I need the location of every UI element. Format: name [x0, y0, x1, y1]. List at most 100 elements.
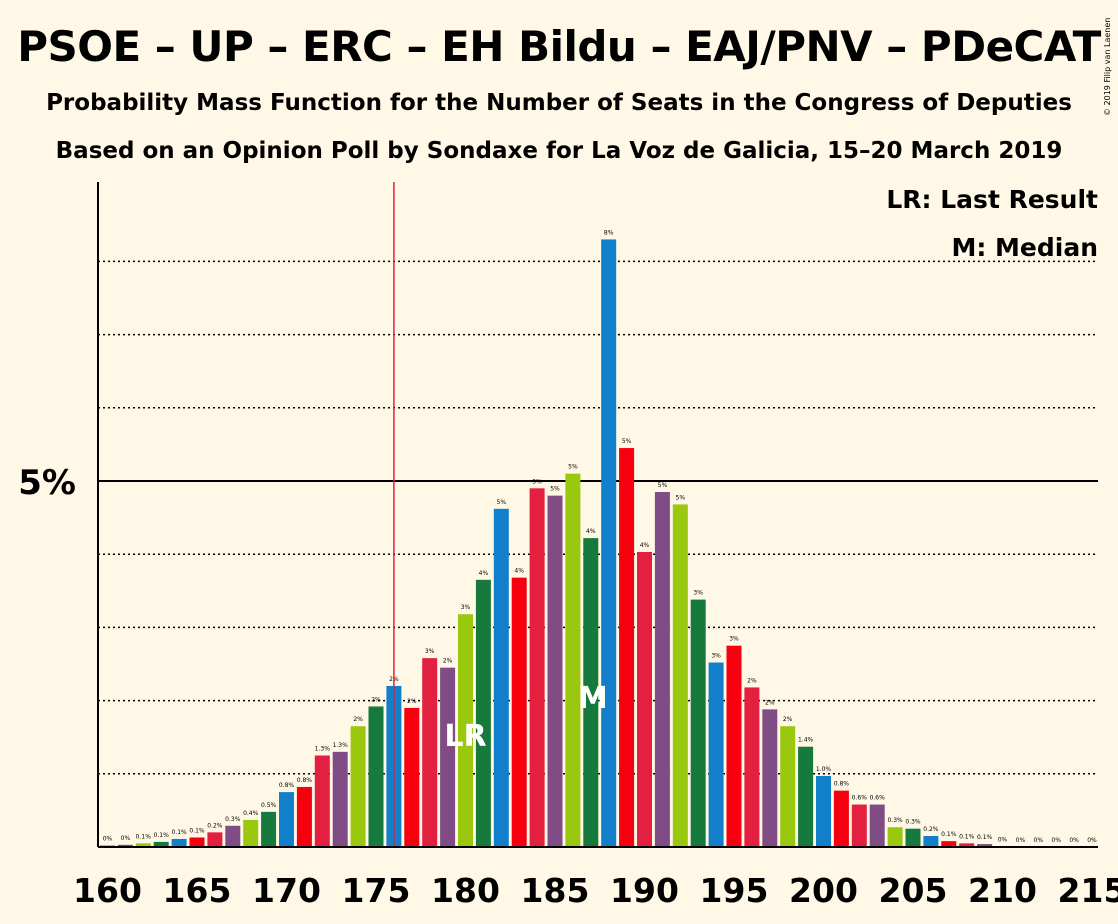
bar-value-label: 0.1%: [977, 834, 993, 841]
bar-seat-172: [314, 755, 330, 847]
bar-seat-180: [458, 614, 473, 847]
legend-median: M: Median: [951, 233, 1098, 262]
x-tick-label: 190: [610, 871, 679, 910]
bar-seat-174: [350, 726, 366, 847]
bar-value-label: 3%: [729, 636, 739, 643]
bar-seat-207: [941, 841, 957, 847]
bar-value-label: 0%: [1051, 837, 1061, 844]
x-tick-label: 205: [879, 871, 948, 910]
bar-value-label: 2%: [371, 696, 381, 703]
bar-seat-190: [637, 552, 652, 847]
bar-seat-194: [708, 662, 724, 847]
bar-value-label: 0%: [1016, 837, 1026, 844]
x-tick-label: 175: [342, 871, 411, 910]
bar-seat-189: [619, 448, 635, 847]
y-tick-label: 5%: [18, 463, 76, 503]
bar-seat-164: [171, 838, 187, 847]
bar-value-label: 0.8%: [279, 782, 295, 789]
bar-seat-191: [654, 491, 670, 847]
bar-seat-184: [529, 488, 545, 847]
bar-value-label: 5%: [622, 438, 632, 445]
bar-value-label: 0.3%: [905, 819, 921, 826]
bar-seat-177: [404, 707, 420, 847]
bar-seat-206: [923, 836, 939, 847]
bar-seat-163: [153, 841, 169, 847]
bar-seat-169: [261, 811, 277, 847]
bar-value-label: 0%: [998, 836, 1008, 843]
bar-value-label: 3%: [461, 604, 471, 611]
bar-seat-179: [440, 667, 456, 847]
bar-value-label: 5%: [550, 486, 560, 493]
bar-seat-188: [601, 239, 617, 847]
bar-value-label: 1.3%: [315, 746, 331, 753]
bar-value-label: 0.2%: [923, 826, 939, 833]
bar-value-label: 0.1%: [189, 827, 205, 834]
bar-value-label: 2%: [747, 677, 757, 684]
legend-last-result: LR: Last Result: [886, 185, 1098, 214]
bar-value-label: 2%: [765, 699, 775, 706]
bar-value-label: 0.3%: [225, 816, 241, 823]
bar-value-label: 8%: [604, 229, 614, 236]
bar-value-label: 0.1%: [941, 831, 957, 838]
x-tick-label: 210: [968, 871, 1037, 910]
chart-title: PSOE – UP – ERC – EH Bildu – EAJ/PNV – P…: [17, 22, 1101, 71]
bar-value-label: 0.3%: [887, 817, 903, 824]
bar-seat-201: [833, 790, 849, 847]
bar-value-label: 2%: [783, 716, 793, 723]
bar-value-label: 5%: [497, 499, 507, 506]
bar-value-label: 2%: [443, 658, 453, 665]
bar-seat-196: [744, 687, 760, 847]
bar-seat-204: [887, 827, 903, 847]
x-tick-label: 215: [1058, 871, 1118, 910]
x-tick-label: 170: [252, 871, 321, 910]
bar-value-label: 0.1%: [136, 833, 152, 840]
bar-seat-168: [243, 819, 259, 847]
bar-seat-198: [780, 726, 796, 847]
median-marker: M: [578, 681, 608, 716]
bar-seat-175: [368, 706, 384, 847]
bar-seat-186: [565, 473, 581, 847]
bar-seat-162: [135, 843, 151, 847]
chart-subtitle: Probability Mass Function for the Number…: [46, 90, 1072, 116]
bar-value-label: 0.6%: [852, 795, 868, 802]
bar-value-label: 5%: [568, 464, 578, 471]
x-tick-label: 185: [521, 871, 590, 910]
bar-seat-200: [816, 775, 831, 847]
bar-value-label: 5%: [676, 494, 686, 501]
bar-value-label: 2%: [353, 716, 363, 723]
last-result-marker: LR: [444, 719, 486, 754]
bar-seat-178: [422, 658, 438, 847]
bar-seat-171: [296, 786, 312, 847]
bar-seat-161: [117, 844, 133, 847]
bar-value-label: 0.4%: [243, 810, 259, 817]
bar-seat-205: [905, 828, 921, 847]
x-tick-label: 180: [431, 871, 500, 910]
bar-value-label: 0.1%: [154, 832, 170, 839]
bar-value-label: 4%: [479, 570, 489, 577]
bar-value-label: 4%: [586, 528, 596, 535]
bar-value-label: 1.0%: [816, 766, 832, 773]
bar-seat-209: [977, 844, 993, 847]
bar-value-label: 0%: [1069, 837, 1079, 844]
bar-value-label: 0.8%: [297, 777, 313, 784]
bar-seat-193: [690, 599, 706, 847]
bar-seat-166: [207, 832, 223, 847]
bar-seat-203: [869, 804, 885, 847]
bar-value-label: 2%: [407, 698, 417, 705]
bar-seat-195: [726, 645, 742, 847]
bar-value-label: 5%: [532, 478, 542, 485]
x-tick-label: 200: [789, 871, 858, 910]
bar-value-label: 0%: [121, 835, 131, 842]
chart-source: Based on an Opinion Poll by Sondaxe for …: [55, 138, 1063, 164]
bar-value-label: 0.1%: [959, 833, 975, 840]
bar-seat-197: [762, 709, 778, 847]
bar-seat-165: [189, 837, 205, 847]
x-tick-label: 165: [163, 871, 232, 910]
bar-value-label: 0.8%: [834, 781, 850, 788]
bar-value-label: 0.6%: [870, 795, 886, 802]
bar-seat-192: [672, 504, 688, 847]
bar-seat-187: [583, 538, 599, 847]
bar-value-label: 5%: [658, 482, 668, 489]
